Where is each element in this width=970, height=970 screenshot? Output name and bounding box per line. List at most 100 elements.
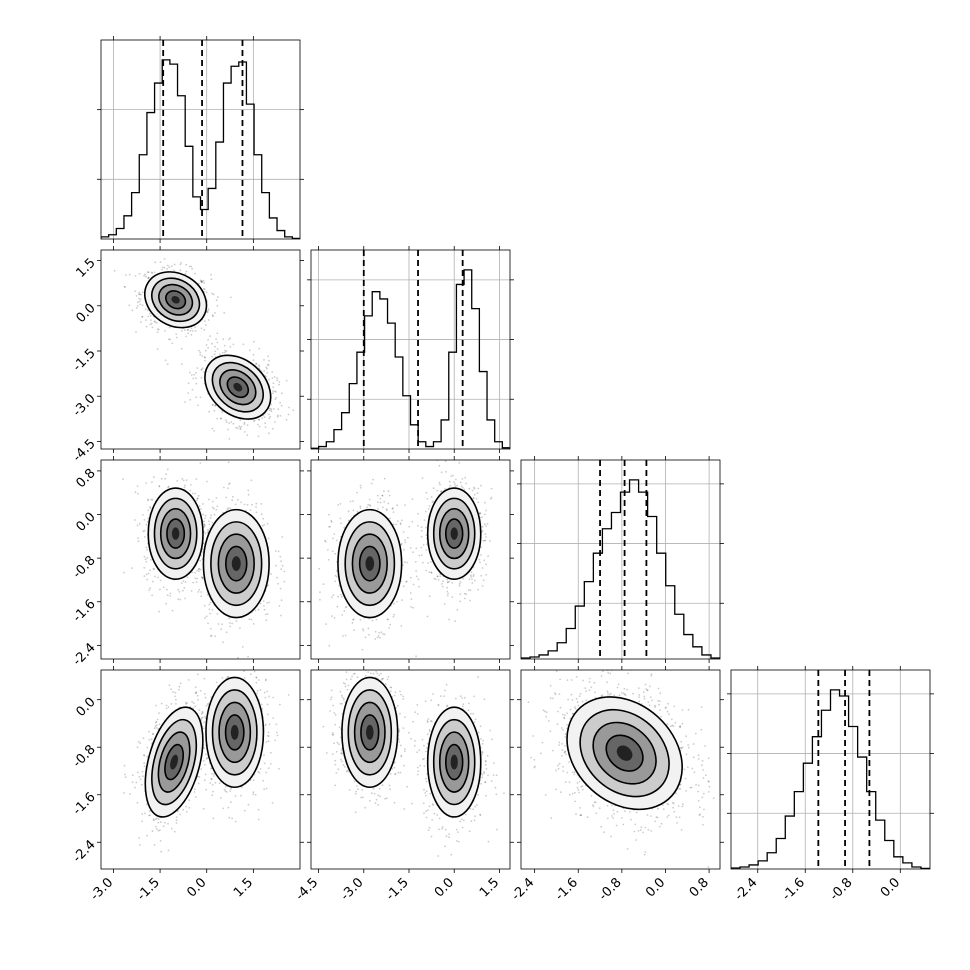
scatter-point [187, 392, 190, 394]
panel-frame [100, 39, 301, 240]
scatter-point [427, 562, 429, 564]
scatter-point [217, 623, 220, 625]
scatter-point [175, 336, 178, 339]
scatter-point [249, 509, 252, 511]
scatter-point [190, 265, 193, 268]
scatter-point [428, 595, 431, 598]
scatter-point [342, 635, 344, 637]
scatter-point [211, 500, 214, 503]
scatter-point [395, 523, 398, 526]
scatter-point [137, 540, 140, 543]
scatter-point [490, 496, 493, 499]
scatter-point [147, 517, 150, 520]
scatter-point [216, 341, 219, 344]
scatter-point [274, 550, 277, 552]
scatter-point [442, 580, 444, 583]
scatter-point [204, 349, 207, 352]
scatter-point [483, 523, 486, 526]
scatter-point [141, 291, 144, 294]
scatter-point [200, 591, 203, 593]
scatter-point [371, 619, 374, 622]
scatter-point [164, 477, 167, 480]
scatter-point [229, 337, 232, 339]
scatter-point [220, 417, 222, 420]
scatter-point [277, 582, 280, 585]
scatter-point [367, 503, 370, 506]
scatter-point [270, 408, 273, 411]
scatter-point [429, 561, 432, 563]
scatter-point [334, 580, 337, 583]
scatter-point [242, 343, 245, 346]
scatter-point [388, 627, 391, 629]
scatter-point [161, 266, 164, 269]
scatter-point [374, 630, 377, 633]
scatter-point [328, 513, 330, 516]
scatter-point [242, 453, 244, 455]
scatter-point [145, 275, 148, 278]
scatter-point [253, 419, 256, 422]
scatter-point [334, 574, 337, 577]
scatter-point [361, 628, 364, 630]
scatter-point [260, 513, 263, 516]
scatter-point [128, 273, 131, 276]
scatter-point [183, 329, 186, 331]
scatter-point [418, 585, 420, 588]
scatter-point [393, 602, 395, 605]
scatter-point [463, 488, 466, 491]
histogram-step [521, 479, 720, 659]
scatter-point [269, 407, 272, 410]
scatter-point [285, 418, 288, 421]
scatter-point [327, 549, 329, 551]
scatter-point [381, 494, 384, 497]
scatter-point [489, 498, 492, 500]
scatter-point [447, 581, 449, 584]
scatter-point [359, 484, 362, 487]
scatter-point [151, 580, 154, 583]
scatter-point [482, 540, 485, 542]
scatter-point [333, 616, 336, 619]
scatter-point [201, 355, 204, 357]
scatter-point [345, 605, 348, 608]
scatter-point [481, 525, 484, 528]
scatter-point [397, 520, 399, 522]
scatter-point [154, 575, 157, 578]
scatter-point [359, 486, 362, 489]
scatter-point [149, 569, 152, 572]
scatter-point [207, 308, 210, 311]
scatter-point [272, 392, 274, 394]
scatter-point [208, 523, 211, 526]
scatter-point [214, 312, 216, 314]
scatter-point [385, 509, 388, 512]
scatter-point [221, 351, 224, 354]
scatter-point [405, 580, 408, 583]
scatter-point [192, 581, 195, 584]
scatter-point [145, 523, 148, 526]
scatter-point [196, 497, 199, 500]
scatter-point [258, 365, 261, 368]
scatter-point [431, 501, 434, 504]
scatter-point [167, 264, 169, 267]
scatter-point [194, 692, 197, 694]
scatter-point [385, 508, 388, 510]
scatter-point [480, 484, 482, 487]
scatter-point [157, 829, 160, 832]
scatter-point [196, 569, 199, 572]
scatter-point [262, 600, 265, 602]
scatter-point [179, 598, 182, 601]
scatter-point [275, 397, 278, 399]
scatter-point [426, 543, 428, 546]
scatter-point [426, 498, 429, 500]
scatter-point [165, 707, 168, 710]
scatter-point [134, 491, 137, 494]
scatter-point [276, 415, 279, 418]
scatter-point [203, 721, 206, 724]
scatter-point [141, 315, 144, 318]
scatter-point [168, 684, 171, 687]
scatter-point [420, 546, 423, 549]
scatter-point [447, 592, 449, 595]
scatter-point [440, 490, 442, 493]
scatter-point [415, 570, 417, 572]
scatter-point [464, 597, 466, 600]
scatter-point [453, 481, 455, 483]
scatter-point [211, 521, 214, 524]
